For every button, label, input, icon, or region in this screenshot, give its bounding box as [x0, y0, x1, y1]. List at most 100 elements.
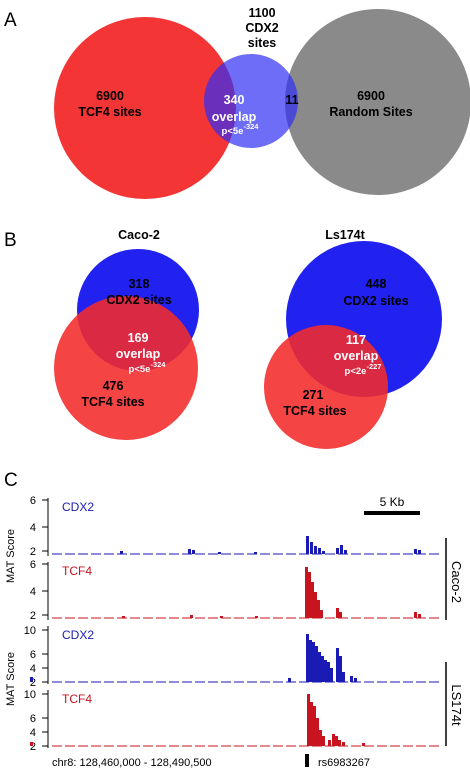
- caco2-tcf4-label: TCF4 sites: [81, 395, 144, 409]
- signal-peak: [314, 592, 317, 618]
- ls174t-title: Ls174t: [325, 228, 365, 242]
- tcf4-count: 6900: [96, 89, 124, 103]
- signal-peak: [311, 582, 314, 618]
- signal-peak: [414, 612, 417, 618]
- signal-peak: [308, 572, 311, 618]
- y-tick-label: 6: [30, 649, 36, 661]
- ls174t-cdx2-count: 448: [366, 277, 387, 291]
- track-caco2-tcf4: TCF4 6 4 2: [30, 559, 440, 622]
- signal-peak: [288, 678, 291, 682]
- track-ls174t-tcf4: TCF4 10 6 4 2: [24, 689, 440, 753]
- y-tick-label: 2: [30, 741, 36, 753]
- signal-peak: [332, 734, 335, 746]
- track-label: CDX2: [62, 500, 94, 514]
- random-count: 6900: [357, 89, 385, 103]
- ls174t-tcf4-label: TCF4 sites: [283, 404, 346, 418]
- signal-peak: [320, 610, 323, 618]
- signal-peak: [354, 678, 357, 682]
- track-ls174t-cdx2: CDX2 10 6 4 2: [24, 625, 440, 689]
- caco2-overlap-pvalue: p<5e-324: [129, 360, 167, 375]
- signal-peak: [310, 702, 313, 746]
- signal-peak: [327, 662, 330, 682]
- signal-peak: [254, 552, 257, 554]
- y-tick-label: 4: [30, 586, 36, 598]
- caco2-tcf4-circle: [54, 296, 198, 440]
- signal-peak: [218, 552, 221, 554]
- signal-peak: [418, 614, 421, 618]
- signal-peak: [312, 642, 315, 682]
- signal-peak: [319, 730, 322, 746]
- signal-peak: [350, 676, 353, 682]
- overlap-pvalue: p<5e-324: [222, 122, 260, 137]
- cdx2-label-2: sites: [248, 36, 277, 50]
- snp-marker: [305, 754, 309, 767]
- scale-bar-label: 5 Kb: [380, 495, 405, 509]
- ls174t-overlap-pvalue: p<2e-227: [345, 362, 382, 377]
- signal-peak: [336, 608, 339, 618]
- signal-peak: [315, 646, 318, 682]
- panel-label-c: C: [4, 470, 18, 491]
- venn-ls174t: Ls174t 448 CDX2 sites 117 overlap p<2e-2…: [264, 228, 442, 449]
- track-label: CDX2: [62, 628, 94, 642]
- signal-peak: [192, 550, 195, 554]
- signal-peak: [316, 718, 319, 746]
- cdx2-circle: [204, 54, 298, 148]
- signal-peak: [339, 656, 342, 682]
- signal-peak: [335, 736, 338, 746]
- signal-peak: [318, 652, 321, 682]
- tcf4-label: TCF4 sites: [78, 105, 141, 119]
- caco2-cdx2-label: CDX2 sites: [106, 293, 171, 307]
- signal-tracks: CDX2 6 4 2 TCF4 6 4 2 CDX2 10 6 4 2 TCF4 10 6 4 2: [24, 495, 440, 753]
- cdx2-random-overlap: 11: [285, 93, 298, 107]
- signal-peak: [318, 548, 321, 554]
- signal-peak: [336, 548, 339, 554]
- signal-peak: [30, 742, 33, 746]
- venn-a: 1100 CDX2 sites 6900 TCF4 sites 340 over…: [54, 6, 470, 199]
- signal-peak: [306, 634, 309, 682]
- y-tick-label: 2: [30, 546, 36, 558]
- y-tick-label: 2: [30, 610, 36, 622]
- y-tick-label: 6: [30, 559, 36, 571]
- overlap-count: 340: [224, 93, 245, 107]
- random-label: Random Sites: [329, 105, 412, 119]
- signal-peak: [336, 648, 339, 682]
- track-label: TCF4: [62, 692, 92, 706]
- signal-peak: [339, 612, 342, 618]
- signal-peak: [322, 736, 325, 746]
- caco2-group-label: Caco-2: [449, 561, 464, 603]
- signal-peak: [188, 549, 191, 554]
- overlap-label: overlap: [212, 110, 257, 124]
- signal-peak: [309, 640, 312, 682]
- signal-peak: [418, 550, 421, 554]
- y-tick-label: 4: [30, 522, 36, 534]
- caco2-cdx2-count: 318: [129, 277, 150, 291]
- panel-label-b: B: [4, 230, 17, 251]
- signal-peak: [344, 550, 347, 554]
- random-sites-circle: [285, 9, 470, 195]
- signal-peak: [321, 656, 324, 682]
- signal-peak: [322, 551, 325, 554]
- track-label: TCF4: [62, 564, 92, 578]
- ls174t-tcf4-circle: [264, 325, 388, 449]
- ls174t-overlap-label: overlap: [334, 349, 379, 363]
- signal-peak: [306, 536, 309, 554]
- signal-peak: [255, 616, 258, 618]
- scale-bar: [364, 511, 420, 515]
- ls174t-group-label: LS174t: [449, 684, 464, 726]
- signal-peak: [310, 542, 313, 554]
- signal-peak: [305, 567, 308, 618]
- ls174t-overlap-count: 117: [346, 333, 366, 347]
- signal-peak: [122, 616, 125, 618]
- signal-peak: [362, 743, 365, 746]
- signal-peak: [317, 600, 320, 618]
- cdx2-count: 1100: [248, 6, 275, 20]
- signal-peak: [313, 706, 316, 746]
- y-tick-label: 2: [30, 677, 36, 689]
- signal-peak: [414, 549, 417, 554]
- signal-peak: [30, 677, 33, 682]
- y-axis-title-caco2: MAT Score: [5, 529, 17, 583]
- caco2-title: Caco-2: [118, 228, 160, 242]
- genomic-coordinates: chr8: 128,460,000 - 128,490,500: [52, 757, 212, 769]
- signal-peak: [307, 694, 310, 746]
